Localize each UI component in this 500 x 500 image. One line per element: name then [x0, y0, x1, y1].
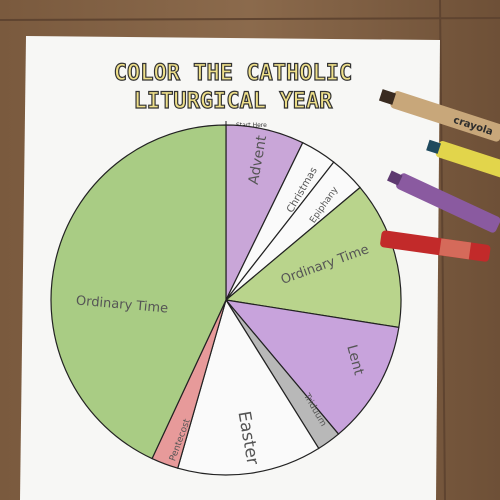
wedge — [177, 298, 320, 476]
crayon — [380, 230, 491, 262]
start-label: Start Here — [236, 122, 267, 129]
wood-grain — [0, 17, 500, 21]
title-line: LITURGICAL YEAR — [134, 89, 333, 114]
title-line: COLOR THE CATHOLIC — [114, 61, 352, 86]
wedge — [50, 124, 227, 460]
crayon — [387, 170, 500, 233]
wedge — [224, 299, 400, 435]
wedge — [224, 186, 402, 329]
segment-label: Lent — [343, 343, 366, 377]
crayon — [426, 139, 500, 180]
start-marker — [222, 121, 230, 129]
